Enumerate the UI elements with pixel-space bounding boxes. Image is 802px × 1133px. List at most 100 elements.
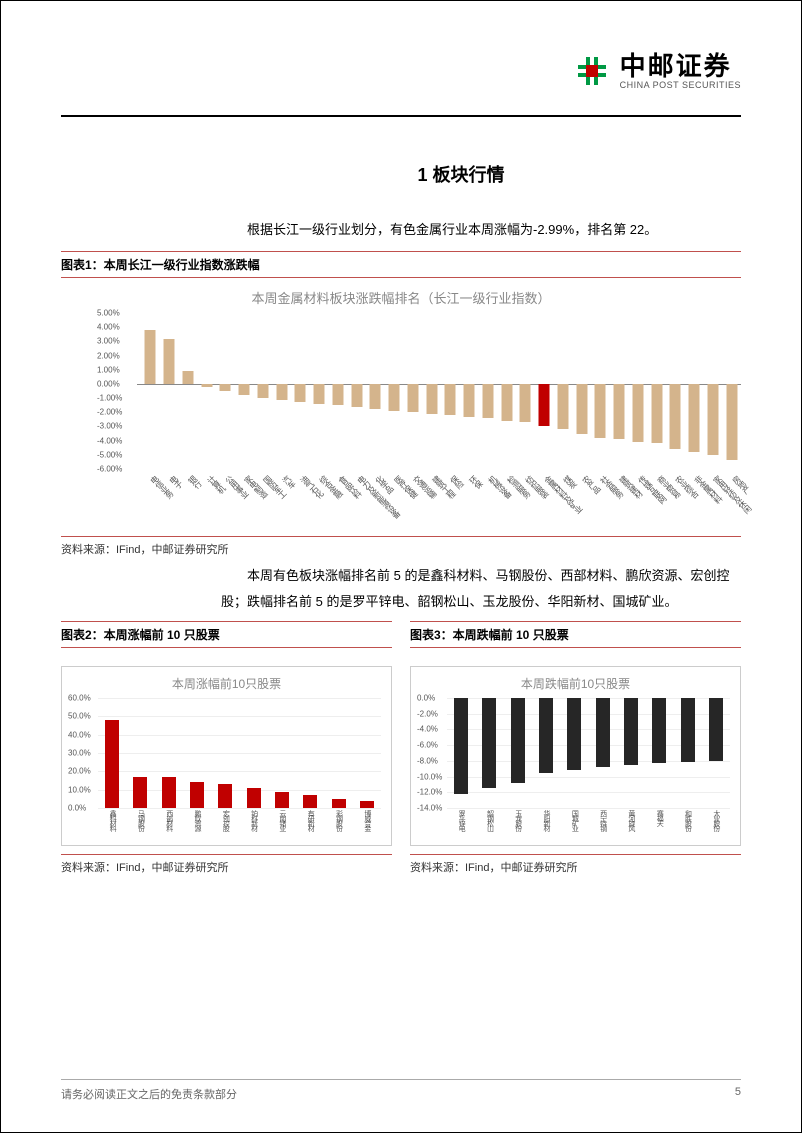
fig1-bar: [689, 384, 700, 452]
smchart-bar: [275, 792, 289, 809]
fig3-caption: 图表3：本周跌幅前 10 只股票: [410, 621, 741, 648]
smchart-xlabel: 华阳新材: [541, 810, 551, 830]
fig2-col: 本周涨幅前10只股票 0.0% 10.0% 20.0% 30.0% 40.0% 50.0%…: [61, 666, 392, 875]
smchart-ylabel: 20.0%: [68, 767, 91, 776]
logo-en: CHINA POST SECURITIES: [620, 81, 741, 90]
fig1-bar: [632, 384, 643, 442]
fig1-ylabel: -1.00%: [97, 394, 122, 403]
fig3-chart: 本周跌幅前10只股票 -14.0%-12.0%-10.0%-8.0%-6.0%-…: [410, 666, 741, 846]
smchart-ylabel: -12.0%: [417, 788, 442, 797]
fig1-bar: [464, 384, 475, 417]
fig1-bar: [276, 384, 287, 400]
smchart-ylabel: 50.0%: [68, 712, 91, 721]
fig1-bar: [314, 384, 325, 404]
fig1-bar: [445, 384, 456, 415]
smchart-bar: [624, 698, 638, 765]
smchart-bar: [360, 801, 374, 808]
fig1-title: 本周金属材料板块涨跌幅排名（长江一级行业指数）: [61, 288, 741, 307]
smchart-bar: [511, 698, 525, 783]
fig1-ylabel: -5.00%: [97, 450, 122, 459]
fig1-bar: [539, 384, 550, 426]
footer-page: 5: [735, 1086, 741, 1102]
fig3-title: 本周跌幅前10只股票: [415, 675, 736, 692]
two-col: 本周涨幅前10只股票 0.0% 10.0% 20.0% 30.0% 40.0% 50.0%…: [61, 666, 741, 875]
fig1-bar: [239, 384, 250, 395]
fig1-xlabel: 环保: [467, 473, 485, 491]
fig1-ylabel: 2.00%: [97, 351, 120, 360]
smchart-bar: [539, 698, 553, 773]
smchart-grid: [98, 808, 381, 809]
smchart-xlabel: 和胜股份: [683, 810, 693, 830]
smchart-xlabel: 西宁特钢: [598, 810, 608, 830]
logo-text: 中邮证券 CHINA POST SECURITIES: [620, 53, 741, 90]
fig1-ylabel: -2.00%: [97, 408, 122, 417]
fig3-source: 资料来源：IFind，中邮证券研究所: [410, 854, 741, 875]
fig1-bar: [501, 384, 512, 421]
fig1-bar: [145, 330, 156, 384]
fig-row: 图表2：本周涨幅前 10 只股票 图表3：本周跌幅前 10 只股票: [61, 615, 741, 658]
smchart-bar: [162, 777, 176, 808]
logo-mark-icon: [572, 51, 612, 91]
fig1-bar: [557, 384, 568, 429]
smchart-ylabel: 40.0%: [68, 730, 91, 739]
fig1-bar: [520, 384, 531, 422]
fig1-bar: [407, 384, 418, 412]
fig1-bar: [595, 384, 606, 438]
smchart-ylabel: -6.0%: [417, 741, 438, 750]
fig2-caption: 图表2：本周涨幅前 10 只股票: [61, 621, 392, 648]
fig1-xlabel: 计算机: [204, 473, 227, 496]
fig1-bar: [220, 384, 231, 391]
smchart-grid: [447, 808, 730, 809]
smchart-ylabel: 10.0%: [68, 785, 91, 794]
page: 中邮证券 CHINA POST SECURITIES 1 板块行情 根据长江一级…: [0, 0, 802, 1133]
smchart-bar: [218, 784, 232, 808]
fig2-plot: 0.0%10.0%20.0%30.0%40.0%50.0%60.0%鑫科材料马钢…: [66, 698, 387, 828]
fig1-bar: [482, 384, 493, 418]
smchart-ylabel: 30.0%: [68, 749, 91, 758]
smchart-xlabel: 鑫科材料: [107, 810, 117, 830]
smchart-bar: [133, 777, 147, 808]
smchart-xlabel: 黄河旋风: [626, 810, 636, 830]
footer: 请务必阅读正文之后的免责条款部分 5: [61, 1079, 741, 1102]
smchart-xlabel: 彩钢股份: [334, 810, 344, 830]
smchart-bar: [681, 698, 695, 762]
smchart-xlabel: 铂科新材: [249, 810, 259, 830]
smchart-ylabel: 0.0%: [68, 804, 86, 813]
smchart-ylabel: -14.0%: [417, 804, 442, 813]
fig1-ylabel: 3.00%: [97, 337, 120, 346]
smchart-xlabel: 博威合金: [362, 810, 372, 830]
fig1-ylabel: 0.00%: [97, 379, 120, 388]
fig1-bar: [707, 384, 718, 455]
smchart-bar: [709, 698, 723, 761]
fig1-bar: [670, 384, 681, 449]
fig3-plot: -14.0%-12.0%-10.0%-8.0%-6.0%-4.0%-2.0%0.…: [415, 698, 736, 828]
smchart-xlabel: 赛福天: [654, 810, 664, 825]
smchart-xlabel: 有研新材: [305, 810, 315, 830]
intro-text: 根据长江一级行业划分，有色金属行业本周涨幅为-2.99%，排名第 22。: [221, 217, 741, 243]
fig1-bar: [182, 371, 193, 384]
fig1-bar: [651, 384, 662, 444]
fig2-title: 本周涨幅前10只股票: [66, 675, 387, 692]
fig1-bar: [726, 384, 737, 461]
fig1-ylabel: 5.00%: [97, 309, 120, 318]
fig1-xlabel: 银行: [186, 473, 204, 491]
smchart-xlabel: 玉龙股份: [513, 810, 523, 830]
footer-left: 请务必阅读正文之后的免责条款部分: [61, 1086, 237, 1102]
smchart-ylabel: -10.0%: [417, 772, 442, 781]
fig1-bar: [257, 384, 268, 398]
smchart-bar: [596, 698, 610, 767]
fig1-bar: [164, 339, 175, 384]
mid-text: 本周有色板块涨幅排名前 5 的是鑫科材料、马钢股份、西部材料、鹏欣资源、宏创控股…: [221, 563, 741, 615]
fig1-caption: 图表1：本周长江一级行业指数涨跌幅: [61, 251, 741, 278]
fig2-source: 资料来源：IFind，中邮证券研究所: [61, 854, 392, 875]
fig1-ylabel: -6.00%: [97, 465, 122, 474]
fig2-chart: 本周涨幅前10只股票 0.0% 10.0% 20.0% 30.0% 40.0% 50.0%…: [61, 666, 392, 846]
fig1-bar: [295, 384, 306, 402]
smchart-bar: [303, 795, 317, 808]
smchart-bar: [567, 698, 581, 770]
fig1-ylabel: 4.00%: [97, 323, 120, 332]
fig1-source: 资料来源：IFind，中邮证券研究所: [61, 536, 741, 557]
smchart-bar: [190, 782, 204, 808]
content: 1 板块行情 根据长江一级行业划分，有色金属行业本周涨幅为-2.99%，排名第 …: [61, 161, 741, 875]
smchart-xlabel: 宏创控股: [220, 810, 230, 830]
